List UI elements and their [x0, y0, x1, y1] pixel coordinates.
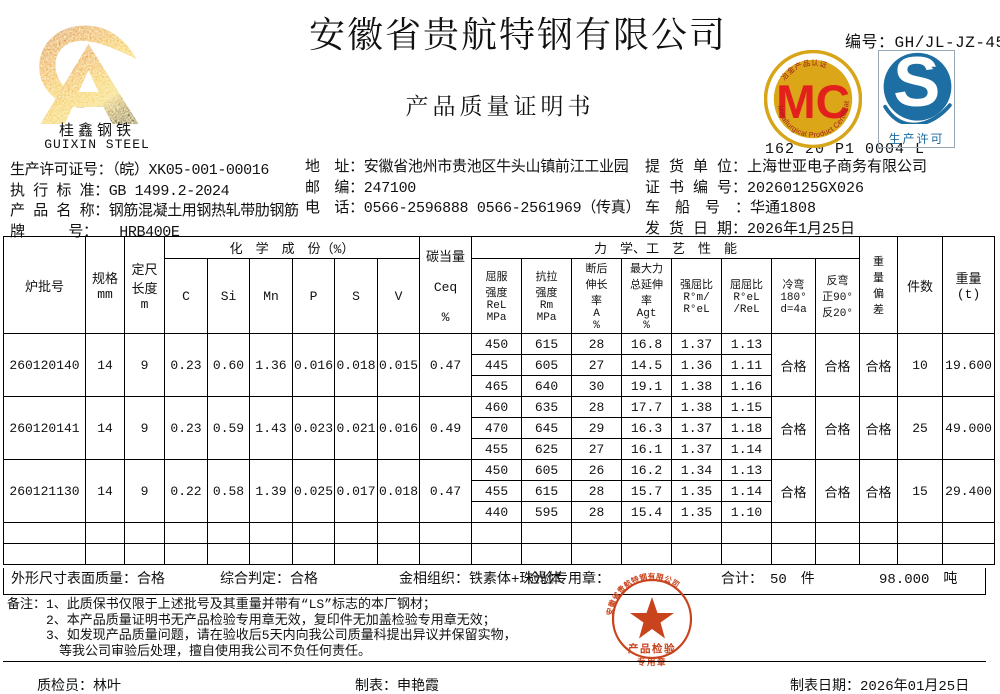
svg-text:S: S [893, 51, 940, 122]
